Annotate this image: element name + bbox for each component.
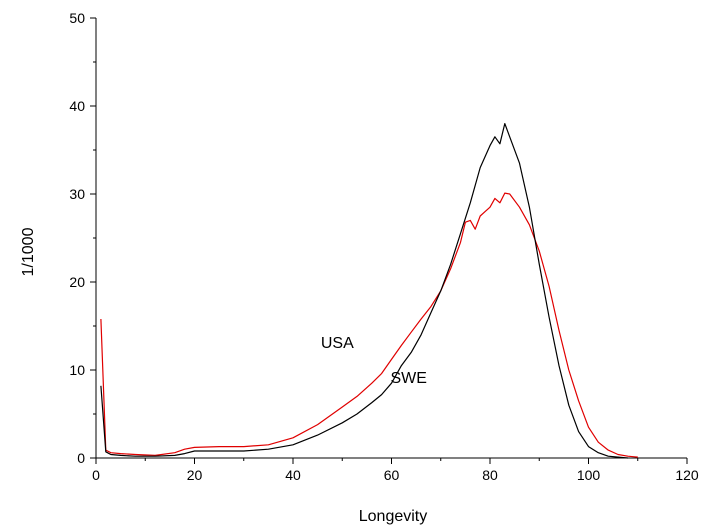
series-line-swe (100, 123, 628, 459)
x-tick-label: 120 (675, 467, 699, 483)
y-tick-label: 10 (69, 362, 85, 378)
x-tick-label: 20 (187, 467, 203, 483)
x-tick-label: 100 (577, 467, 601, 483)
y-tick-label: 50 (69, 10, 85, 26)
y-axis-label: 1/1000 (20, 227, 37, 276)
annotation-swe: SWE (391, 370, 427, 387)
x-tick-label: 0 (92, 467, 100, 483)
y-tick-label: 30 (69, 186, 85, 202)
series-line-usa (100, 192, 638, 458)
series-lines (100, 123, 638, 459)
annotation-usa: USA (321, 335, 354, 352)
axes: 0 20 40 60 80 100 120 0 10 20 30 40 50 (69, 10, 698, 483)
x-axis-label: Longevity (359, 508, 428, 525)
y-tick-label: 20 (69, 274, 85, 290)
x-tick-label: 80 (482, 467, 498, 483)
x-tick-label: 40 (285, 467, 301, 483)
y-tick-label: 0 (77, 450, 85, 466)
x-tick-label: 60 (384, 467, 400, 483)
annotations: USA SWE (321, 335, 427, 387)
y-tick-label: 40 (69, 98, 85, 114)
